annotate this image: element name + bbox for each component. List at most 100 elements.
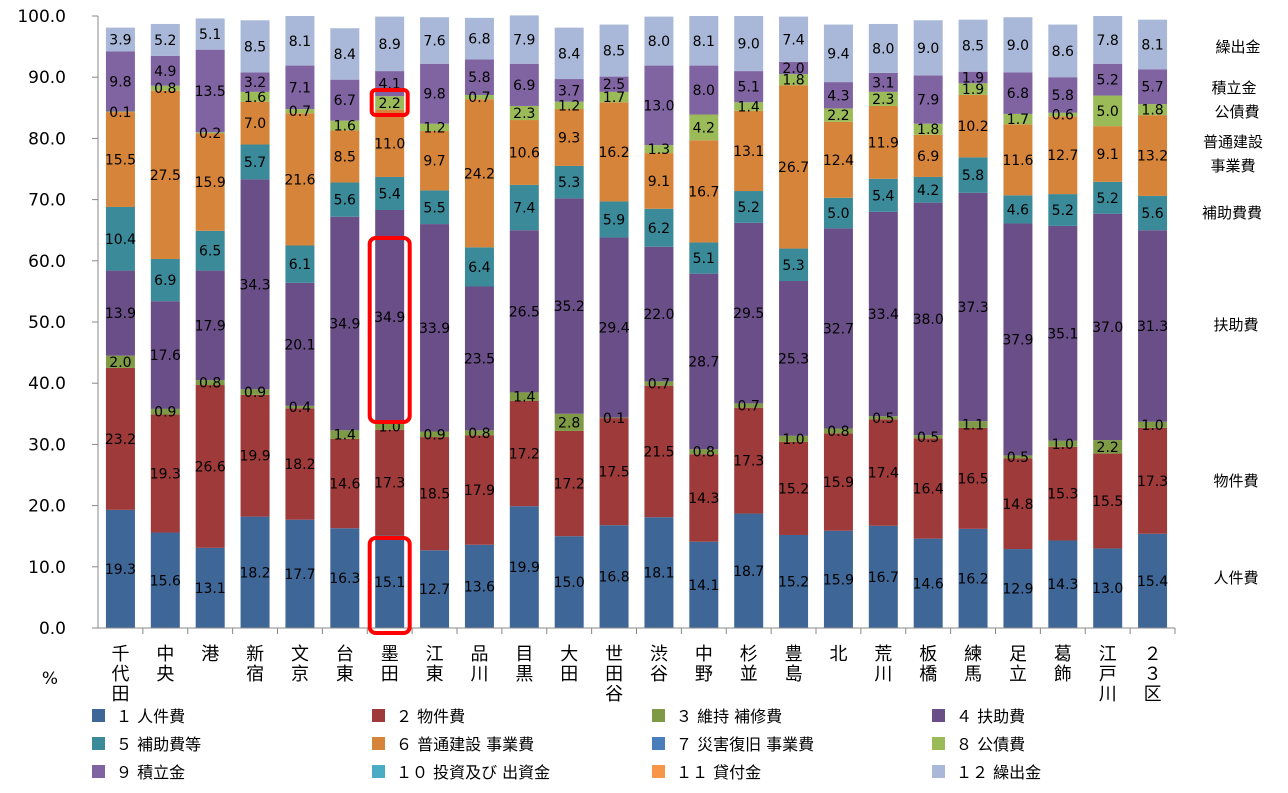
data-label: 13.5 (195, 84, 226, 100)
bar-segment (689, 449, 719, 455)
bar-segment (150, 258, 180, 302)
bar-stack-23: 13.0 15.5 2.2 37.0 5.2 9.1 5.0 5.2 7.8 (1092, 16, 1123, 628)
x-category-char: 千 (111, 644, 129, 665)
data-label: 1.2 (423, 120, 445, 136)
data-label: 29.4 (598, 321, 629, 337)
data-label: 17.6 (150, 348, 181, 364)
x-category-char: 墨 (381, 644, 399, 665)
bar-stack-2: 15.6 19.3 0.9 17.6 6.9 27.5 0.84.9 5.2 (150, 23, 181, 628)
bar-segment (734, 110, 764, 192)
data-label: 15.9 (823, 475, 854, 491)
data-label: 2.2 (379, 96, 401, 112)
x-category-char: 島 (785, 664, 803, 685)
data-label: 5.2 (1097, 191, 1119, 207)
bar-segment (868, 525, 898, 628)
bar-segment (779, 85, 809, 249)
data-label: 7.9 (513, 33, 535, 49)
data-label: 9.0 (738, 37, 760, 53)
data-label: 5.2 (154, 33, 176, 49)
bar-segment (913, 202, 943, 436)
bar-segment (420, 190, 450, 225)
data-label: 2.8 (558, 415, 580, 431)
data-label: 32.7 (823, 321, 854, 337)
data-label: 2.2 (1097, 440, 1119, 456)
data-label: 15.9 (823, 572, 854, 588)
legend-label: ４ 扶助費 (956, 707, 1025, 726)
data-label: 1.2 (558, 98, 580, 114)
x-category-char: 渋 (650, 644, 668, 665)
data-label: 1.6 (244, 90, 266, 106)
data-label: 12.4 (823, 153, 854, 169)
data-label: 38.0 (913, 312, 944, 328)
bar-segment (150, 301, 180, 409)
data-label: 27.5 (150, 168, 181, 184)
bar-segment (330, 216, 360, 431)
x-category-char: 央 (156, 664, 174, 685)
bar-segment (644, 381, 674, 386)
data-label: 7.4 (513, 201, 535, 217)
data-label: 8.1 (1141, 37, 1163, 53)
bar-segment (1048, 440, 1078, 447)
data-label: 12.7 (1047, 148, 1078, 164)
data-label: 0.7 (289, 104, 311, 120)
data-label: 26.7 (778, 160, 809, 176)
y-tick-label: 10.0 (28, 558, 66, 578)
right-annotation-label: 普通建設 (1203, 133, 1263, 151)
bar-segment (195, 18, 225, 50)
x-category-char: 区 (1144, 684, 1162, 705)
x-category-char: 新 (246, 644, 264, 665)
data-label: 9.0 (1007, 38, 1029, 54)
bar-segment (554, 27, 584, 80)
data-label: 5.1 (693, 251, 715, 267)
bar-segment (644, 517, 674, 628)
data-label: 17.3 (374, 476, 405, 492)
data-label: 5.7 (1141, 80, 1163, 96)
x-category-char: 江 (1099, 644, 1117, 665)
data-label: 19.3 (150, 466, 181, 482)
bar-segment (240, 20, 270, 73)
x-category-label: 豊島 (785, 644, 803, 685)
bar-segment (958, 94, 988, 158)
bar-segment (1048, 77, 1078, 113)
legend-label: ８ 公債費 (956, 735, 1025, 754)
highlight-box-jinkenhi (367, 536, 412, 635)
bar-segment (150, 23, 180, 56)
bar-segment (554, 430, 584, 537)
x-category-char: 谷 (605, 684, 623, 705)
data-label: 10.2 (957, 119, 988, 135)
data-label: 7.1 (289, 80, 311, 96)
x-category-label: 大田 (560, 644, 578, 685)
legend-label: １ 人件費 (116, 707, 185, 726)
data-label: 17.4 (868, 466, 899, 482)
data-label: 23.2 (105, 432, 136, 448)
bar-segment (644, 145, 674, 154)
data-label: 0.8 (468, 426, 490, 442)
data-label: 5.2 (738, 200, 760, 216)
x-category-label: 板橋 (919, 644, 937, 685)
data-label: 9.1 (1097, 147, 1119, 163)
bar-segment (330, 28, 360, 80)
data-label: 16.2 (598, 145, 629, 161)
bar-segment (734, 102, 764, 111)
data-label: 0.5 (1007, 450, 1029, 466)
data-label: 6.2 (648, 221, 670, 237)
bar-stack-19: 14.6 16.4 0.5 38.0 4.2 6.9 1.8 7.9 9.0 (913, 20, 944, 628)
bar-segment (958, 528, 988, 628)
data-label: 13.0 (643, 98, 674, 114)
bar-segment (330, 182, 360, 217)
data-label: 8.0 (693, 83, 715, 99)
bar-segment (375, 16, 405, 72)
data-label: 18.2 (284, 457, 315, 473)
bar-segment (420, 131, 450, 191)
bar-segment (375, 423, 405, 430)
data-label: 8.1 (289, 34, 311, 50)
bar-stack-16: 15.2 15.2 1.0 25.3 5.3 26.7 1.82.0 7.4 (778, 16, 809, 628)
bar-segment (464, 17, 494, 60)
data-label: 10.4 (105, 232, 136, 248)
data-label: 8.5 (244, 39, 266, 55)
x-category-char: 杉 (740, 644, 758, 665)
legend-label: ５ 補助費等 (116, 735, 201, 754)
bar-segment (105, 367, 135, 510)
bar-segment (375, 109, 405, 177)
